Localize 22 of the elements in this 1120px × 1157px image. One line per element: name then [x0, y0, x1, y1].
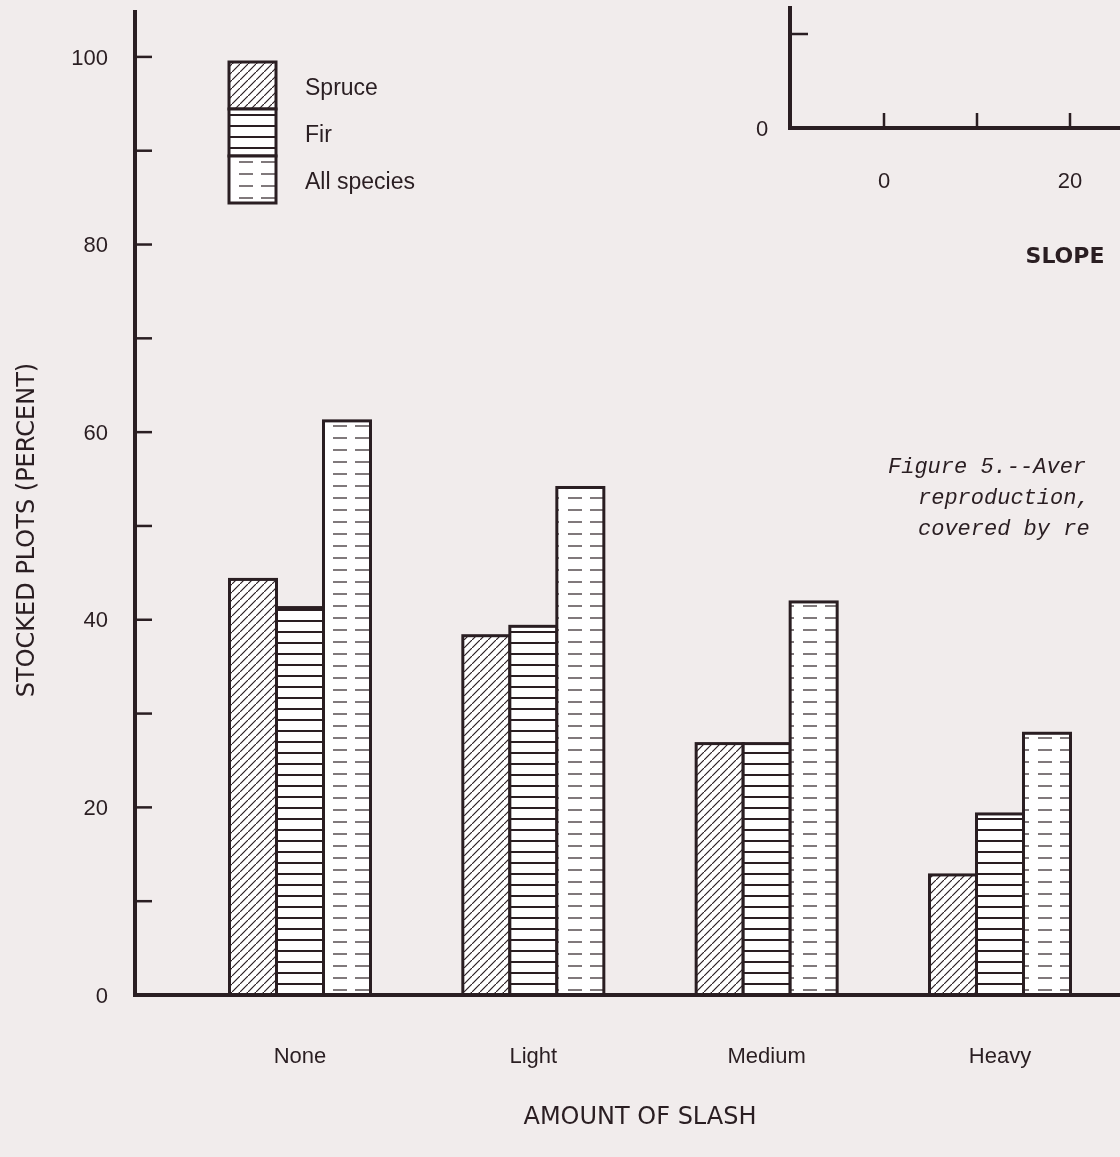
x-tick-label: Light [509, 1043, 558, 1068]
annotation: 20 [1057, 167, 1083, 193]
y-axis-title: STOCKED PLOTS (PERCENT) [12, 362, 40, 698]
annotation: reproduction, [918, 486, 1090, 511]
x-tick-label: Heavy [968, 1043, 1032, 1068]
legend-label: Spruce [305, 74, 378, 101]
x-tick-label: None [273, 1043, 327, 1068]
y-tick-label: 40 [83, 607, 108, 633]
legend-label: Fir [305, 121, 333, 148]
annotation: Figure 5.--Aver [888, 455, 1087, 480]
y-tick-label: 100 [71, 44, 108, 70]
x-axis-title: AMOUNT OF SLASH [523, 1102, 757, 1130]
annotation: covered by re [918, 517, 1090, 542]
y-tick-label: 0 [95, 982, 108, 1008]
text: SLOPE [1025, 243, 1105, 268]
x-tick-label: Medium [727, 1043, 806, 1068]
annotation: 0 [877, 167, 891, 193]
y-tick-label: 20 [83, 795, 108, 821]
legend-label: All species [305, 168, 415, 195]
y-tick-label: 80 [83, 232, 108, 258]
y-tick-label: 60 [83, 419, 108, 445]
annotation: 0 [755, 115, 769, 141]
